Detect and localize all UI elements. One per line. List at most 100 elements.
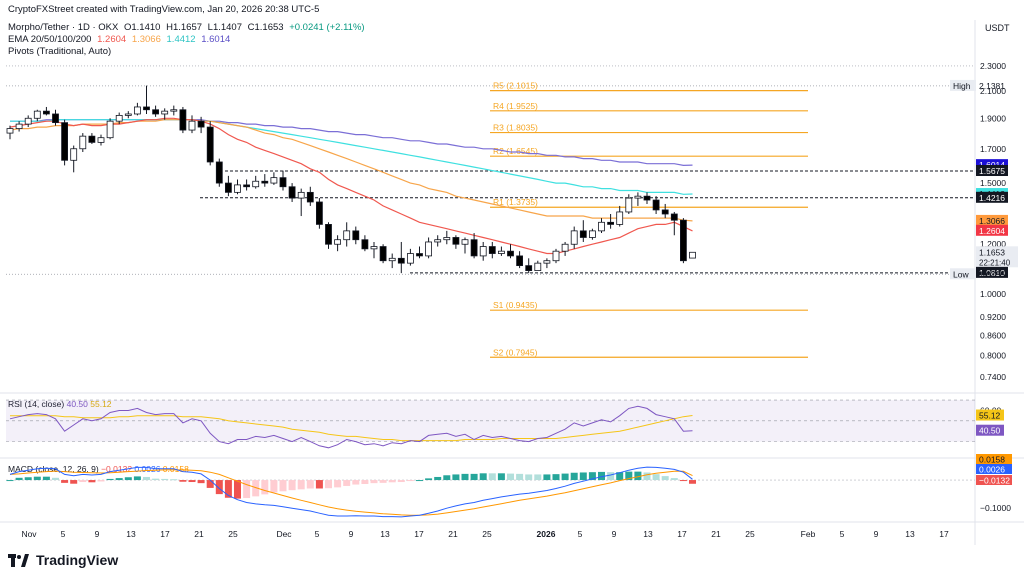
axis-tag-bg <box>976 159 1008 171</box>
candle-body <box>297 191 305 199</box>
macd-axis-value: 0.0158 <box>979 455 1005 465</box>
macd-hist-bar <box>70 480 78 484</box>
macd-hist-bar <box>588 472 596 481</box>
rsi-axis-value: 40.50 <box>979 426 1001 436</box>
macd-hist-bar <box>388 480 396 483</box>
time-axis: Nov 5 9 13 17 21 25 Dec 5 9 13 17 21 25 2026 5 9 13 17 21 25… <box>21 529 949 539</box>
ema50-value: 1.3066 <box>131 34 161 45</box>
macd-hist-bar <box>224 480 232 498</box>
candle-body <box>288 186 296 199</box>
candle-body <box>97 137 105 143</box>
ema20-axis-value: 1.2604 <box>979 226 1005 236</box>
candle-body <box>561 243 569 252</box>
ema20-line <box>9 117 693 255</box>
candle-body <box>379 246 387 262</box>
candle-body <box>106 120 114 139</box>
last-price-tag <box>976 246 1018 268</box>
candle-body <box>124 113 132 116</box>
macd-hist-bar <box>643 472 651 481</box>
rsi-legend: RSI (14, close) 40.50 55.12 <box>8 399 112 409</box>
candle-body <box>315 201 323 225</box>
symbol-row: Morpho/Tether · 1D · OKX O1.1410 H1.1657… <box>8 22 368 33</box>
price-axis: 2.3000 2.1000 1.9000 1.7000 1.5000 1.2000 1.00… <box>950 61 1018 382</box>
horizontal-levels <box>200 170 975 274</box>
macd-hist-bar <box>297 480 305 490</box>
candle-body <box>388 257 396 262</box>
macd-hist-bar <box>652 474 660 481</box>
pivot-label: R3 (1.8035) <box>493 123 538 133</box>
macd-hist-bar <box>525 474 533 481</box>
time-tick: 9 <box>349 529 354 539</box>
macd-hist-bar <box>133 476 141 481</box>
time-tick: 9 <box>612 529 617 539</box>
macd-hist-bar <box>42 476 50 481</box>
macd-hist-bar <box>306 480 314 489</box>
price-tick: 1.9000 <box>980 113 1006 123</box>
macd-hist-bar <box>206 480 214 488</box>
macd-hist-bar <box>689 480 696 484</box>
time-tick: 17 <box>160 529 170 539</box>
axis-tag-bg <box>950 79 976 91</box>
macd-hist-bar <box>634 471 642 481</box>
candle-body <box>234 184 241 193</box>
rsi-ma-tag <box>976 409 1004 421</box>
candles <box>6 85 696 274</box>
tradingview-logo-icon <box>8 552 30 568</box>
macd-hist-bar <box>616 472 624 481</box>
candle-body <box>343 230 351 241</box>
price-tick: 1.0000 <box>980 289 1006 299</box>
rsi-tag <box>976 424 1004 436</box>
time-tick: 2026 <box>537 529 556 539</box>
rsi-ma-axis-value: 55.12 <box>979 411 1001 421</box>
candle-body <box>525 265 533 271</box>
candle-body <box>79 135 87 150</box>
ema-lines <box>9 117 693 255</box>
time-tick: 21 <box>194 529 204 539</box>
time-tick: 5 <box>578 529 583 539</box>
ohlc-open: O1.1410 <box>124 22 161 33</box>
macd-hist-bar <box>488 473 496 481</box>
candle-body <box>52 113 59 124</box>
macd-hist-bar <box>607 472 615 481</box>
macd-hist-bar <box>334 480 342 488</box>
candle-body <box>607 221 614 225</box>
candle-body <box>598 221 605 232</box>
macd-axis-tag <box>976 464 1012 474</box>
macd-hist-bar <box>215 480 223 495</box>
macd-hist-bar <box>252 480 260 497</box>
price-tick: 0.8000 <box>980 350 1006 360</box>
tradingview-logo[interactable]: TradingView <box>8 552 118 568</box>
candle-body <box>470 239 478 257</box>
macd-hist-value: −0.0132 <box>101 464 133 474</box>
candle-body <box>397 257 405 264</box>
macd-hist-bar <box>315 480 323 489</box>
price-tick: 2.3000 <box>980 61 1006 71</box>
macd-hist-bar <box>534 474 542 481</box>
candle-body <box>6 128 14 134</box>
last-price-value: 1.1653 <box>979 247 1005 257</box>
rsi-value: 40.50 <box>66 399 88 409</box>
macd-hist-bar <box>52 477 59 481</box>
time-tick: 25 <box>228 529 238 539</box>
candle-body <box>88 135 96 143</box>
candle-body <box>661 209 669 215</box>
macd-hist-bar <box>24 477 32 481</box>
candle-body <box>224 182 232 193</box>
candle-body <box>534 262 542 271</box>
candle-body <box>143 106 150 111</box>
macd-hist-bar <box>543 474 551 481</box>
macd-hist-bar <box>679 480 687 482</box>
macd-hist-bar <box>161 478 169 481</box>
candle-body <box>670 213 678 221</box>
ohlc-high: H1.1657 <box>166 22 203 33</box>
candle-body <box>689 251 696 259</box>
macd-hist-bar <box>452 474 460 481</box>
currency-label: USDT <box>985 23 1010 33</box>
symbol-title: Morpho/Tether · 1D · OKX <box>8 22 119 33</box>
macd-hist-bar <box>197 480 205 484</box>
axis-tag-bg <box>976 214 1008 226</box>
pivots-legend: Pivots (Traditional, Auto) <box>8 46 112 57</box>
time-tick: Feb <box>801 529 816 539</box>
